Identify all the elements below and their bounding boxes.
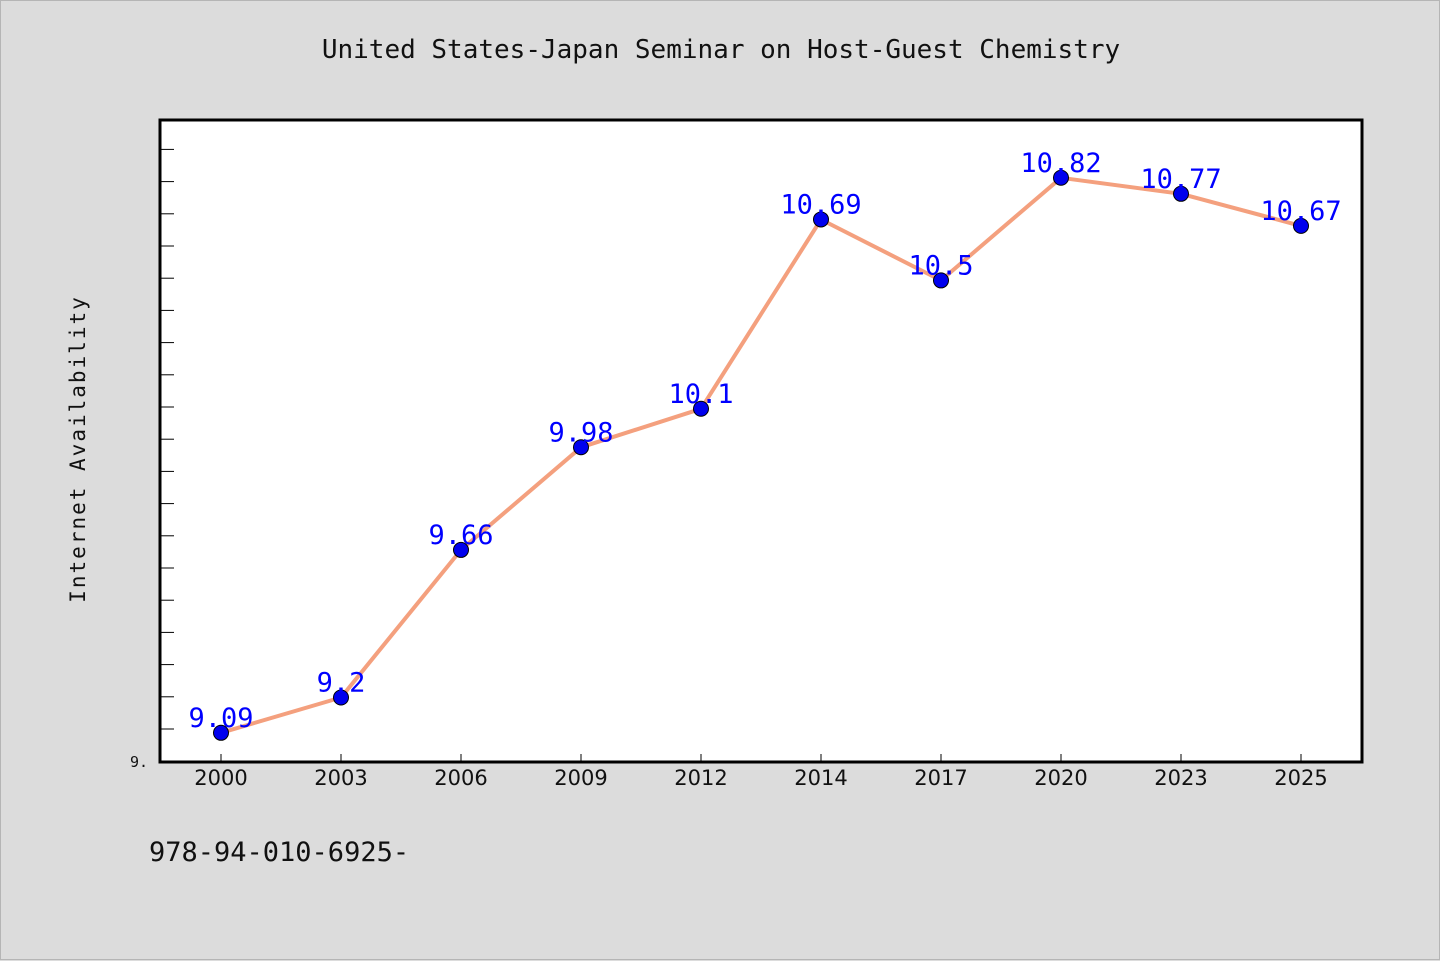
data-point-0	[213, 724, 229, 741]
data-label-8: 10.77	[1140, 164, 1221, 195]
data-point-6	[933, 272, 949, 289]
x-tick-label-5: 2014	[794, 766, 847, 790]
data-point-7	[1053, 169, 1069, 186]
plot-frame	[158, 118, 1364, 764]
data-label-3: 9.98	[548, 417, 613, 448]
x-tick-label-7: 2020	[1034, 766, 1087, 790]
data-label-4: 10.1	[668, 379, 733, 410]
x-tick-label-6: 2017	[914, 766, 967, 790]
data-point-2	[453, 541, 469, 558]
data-point-5	[813, 211, 829, 228]
x-tick-label-4: 2012	[674, 766, 727, 790]
y-tick-label: 9.	[130, 753, 148, 771]
footer-code: 978-94-010-6925-	[149, 837, 410, 868]
data-point-3	[573, 439, 589, 456]
data-label-2: 9.66	[428, 520, 493, 551]
data-label-7: 10.82	[1020, 148, 1101, 179]
data-point-8	[1173, 185, 1189, 202]
series-line-0	[220, 175, 1302, 735]
x-tick-label-2: 2006	[434, 766, 487, 790]
data-label-1: 9.2	[317, 668, 366, 699]
data-point-1	[333, 689, 349, 706]
x-tick-label-8: 2023	[1154, 766, 1207, 790]
x-tick-label-3: 2009	[554, 766, 607, 790]
x-tick-label-0: 2000	[194, 766, 247, 790]
data-point-9	[1293, 217, 1309, 234]
chart-title: United States-Japan Seminar on Host-Gues…	[321, 35, 1121, 65]
data-label-0: 9.09	[188, 703, 253, 734]
data-label-5: 10.69	[780, 189, 861, 220]
x-tick-label-1: 2003	[314, 766, 367, 790]
data-label-6: 10.5	[908, 250, 973, 281]
data-label-9: 10.67	[1260, 196, 1341, 227]
x-tick-label-9: 2025	[1274, 766, 1327, 790]
data-point-4	[693, 400, 709, 417]
